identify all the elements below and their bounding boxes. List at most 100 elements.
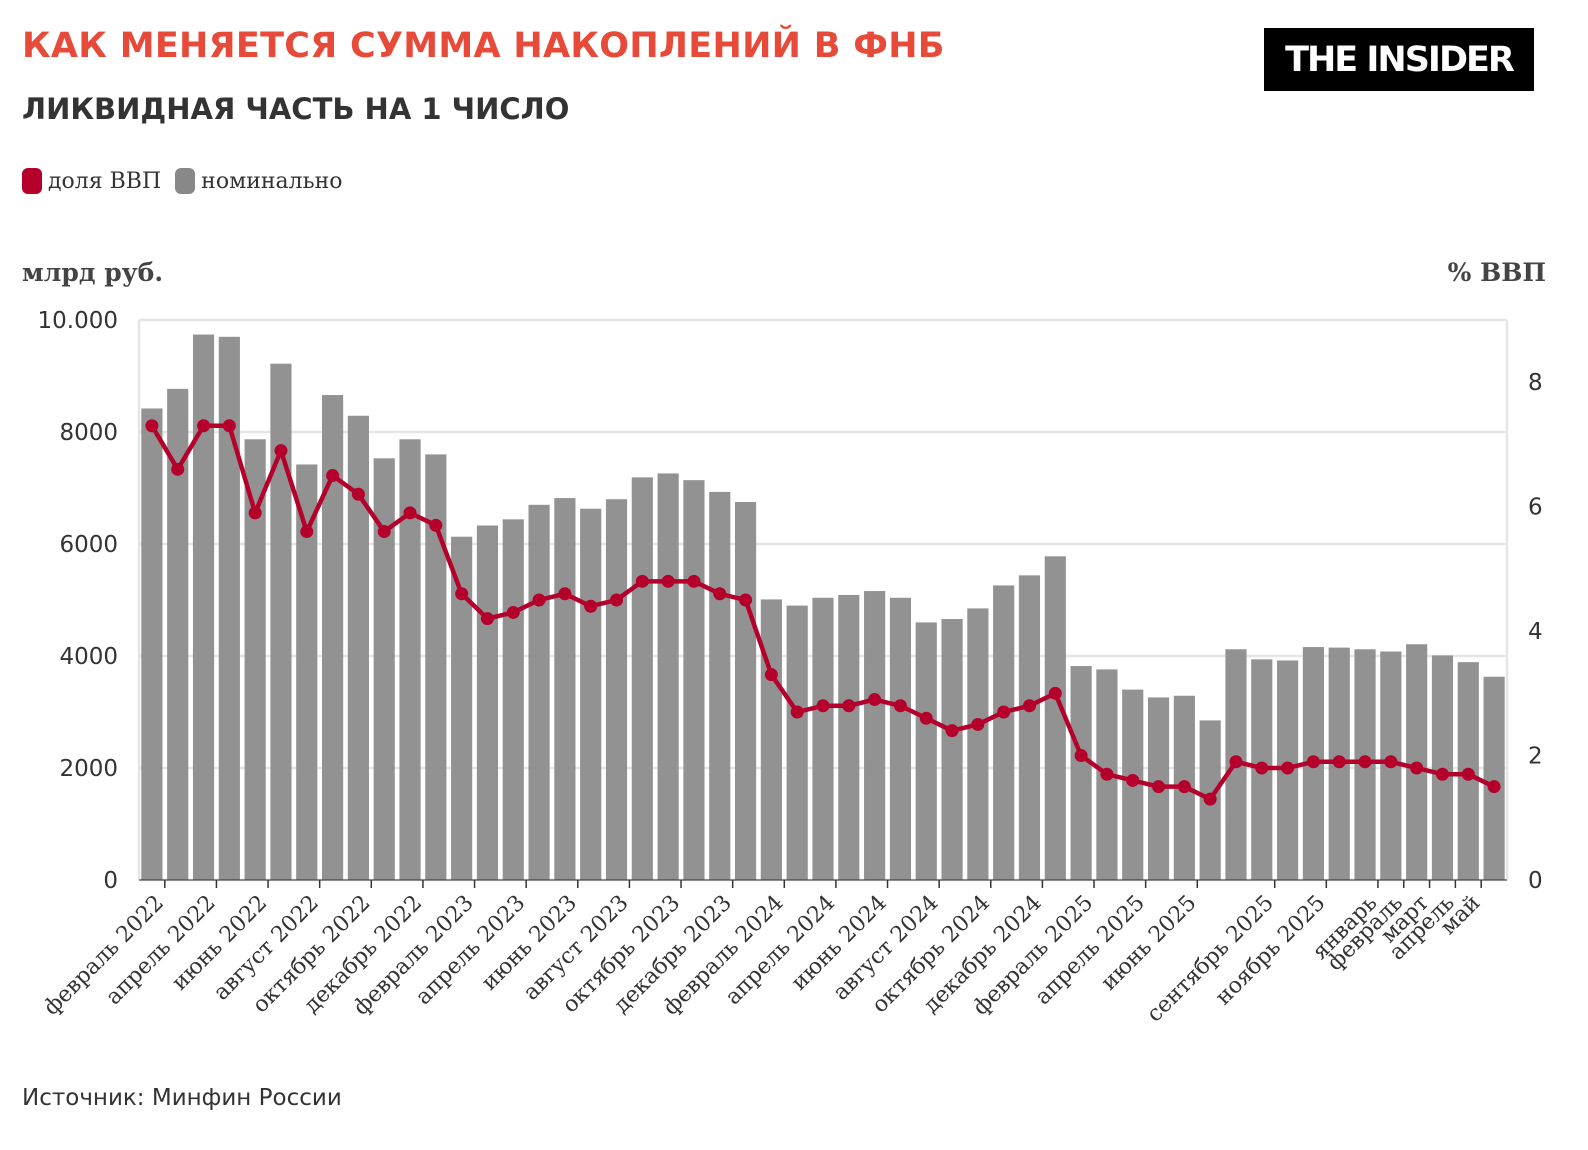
bar [889, 597, 912, 880]
gdp-share-point [171, 462, 185, 476]
gdp-share-point [403, 506, 417, 520]
gdp-share-point [997, 705, 1011, 719]
gdp-share-point [1126, 773, 1140, 787]
bar [1483, 676, 1505, 880]
gdp-share-point [764, 668, 778, 682]
bar [812, 597, 834, 880]
bar [451, 536, 473, 880]
bar [786, 605, 808, 880]
gdp-share-point [1022, 699, 1036, 713]
bar [580, 508, 602, 880]
bar [838, 594, 860, 880]
the-insider-logo: THE INSIDER [1264, 28, 1534, 91]
bar [1431, 655, 1454, 880]
gdp-share-point [687, 574, 701, 588]
left-tick-label: 4000 [59, 644, 118, 670]
left-tick-label: 10.000 [38, 308, 118, 334]
bar [192, 334, 215, 880]
gdp-share-point [506, 605, 520, 619]
gdp-share-point [1074, 749, 1088, 763]
bar [864, 591, 886, 880]
bar [373, 458, 395, 880]
right-tick-label: 8 [1528, 370, 1543, 396]
axes: 0 2000 4000 6000 8000 10.000 0 2 4 6 8 [38, 308, 1543, 894]
bar [270, 363, 292, 880]
gdp-share-point [429, 518, 443, 532]
bar [528, 504, 550, 880]
gdp-share-point [1306, 755, 1320, 769]
gdp-share-point [1152, 780, 1166, 794]
gdp-share-point [868, 693, 882, 707]
bar [244, 439, 266, 880]
bar [915, 622, 937, 880]
gdp-share-point [790, 705, 804, 719]
gdp-share-point [739, 593, 753, 607]
bar [941, 619, 963, 880]
bar [709, 491, 731, 880]
left-tick-label: 8000 [59, 420, 118, 446]
bar [218, 336, 240, 880]
bar [1044, 556, 1066, 880]
gdp-share-point [584, 599, 598, 613]
gdp-share-point [455, 587, 469, 601]
gdp-share-point [919, 711, 933, 725]
legend-swatch-nominal [175, 168, 196, 194]
left-tick-label: 2000 [59, 756, 118, 782]
gdp-share-point [1332, 755, 1346, 769]
gdp-share-point [351, 487, 365, 501]
left-tick-label: 0 [103, 868, 118, 894]
bar [554, 498, 576, 880]
chart-legend: доля ВВП номинально [22, 168, 357, 194]
bar [399, 439, 421, 880]
right-tick-label: 4 [1528, 619, 1543, 645]
bar [141, 408, 163, 880]
gdp-share-point [1384, 755, 1398, 769]
gdp-share-point [248, 506, 262, 520]
gdp-share-point [1048, 686, 1062, 700]
gdp-share-point [1100, 767, 1114, 781]
gdp-share-point [1435, 767, 1449, 781]
gdp-share-point [1229, 755, 1243, 769]
bar [1018, 575, 1041, 880]
gdp-share-point [816, 699, 830, 713]
gdp-share-point [1461, 767, 1475, 781]
gdp-share-point [197, 419, 211, 433]
gdp-share-point [1281, 761, 1295, 775]
gdp-share-point [326, 469, 340, 483]
gdp-share-point [532, 593, 546, 607]
gdp-share-point [610, 593, 624, 607]
bar [967, 608, 989, 880]
bar [502, 519, 524, 880]
bar [347, 415, 369, 880]
gdp-share-point [222, 419, 236, 433]
bar [425, 454, 447, 880]
legend-label-nominal: номинально [201, 168, 343, 194]
gdp-share-point [300, 525, 314, 539]
legend-item-gdp-share[interactable]: доля ВВП [22, 168, 161, 194]
gdp-share-point [1358, 755, 1372, 769]
bar [683, 480, 705, 880]
gdp-share-point [145, 419, 159, 433]
line-series-gdp-share [145, 419, 1501, 806]
gdp-share-point [893, 699, 907, 713]
gdp-share-point [945, 724, 959, 738]
bar [1070, 666, 1092, 880]
bar-series-nominal [141, 334, 1505, 880]
gdp-share-point [971, 717, 985, 731]
right-tick-label: 6 [1528, 495, 1543, 521]
bar [296, 464, 318, 880]
chart-subtitle: ЛИКВИДНАЯ ЧАСТЬ НА 1 ЧИСЛО [22, 92, 570, 126]
legend-item-nominal[interactable]: номинально [175, 168, 343, 194]
source-note: Источник: Минфин России [22, 1085, 342, 1111]
left-tick-label: 6000 [59, 532, 118, 558]
left-axis-title: млрд руб. [22, 258, 164, 287]
chart-title: КАК МЕНЯЕТСЯ СУММА НАКОПЛЕНИЙ В ФНБ [22, 26, 945, 66]
gdp-share-point [661, 574, 675, 588]
bar [734, 502, 757, 880]
right-tick-label: 0 [1528, 868, 1543, 894]
gdp-share-point [1410, 761, 1424, 775]
right-tick-label: 2 [1528, 744, 1543, 770]
gdp-share-point [842, 699, 856, 713]
